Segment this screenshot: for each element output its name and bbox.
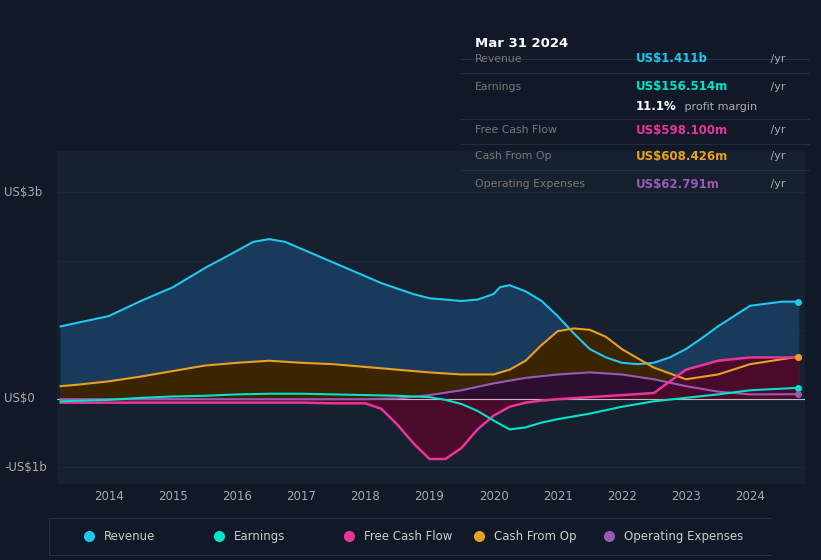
Text: US$0: US$0 [4, 392, 34, 405]
Text: Earnings: Earnings [234, 530, 286, 543]
Text: /yr: /yr [767, 82, 785, 92]
Text: Free Cash Flow: Free Cash Flow [475, 125, 557, 136]
Text: US$598.100m: US$598.100m [636, 124, 728, 137]
Text: US$62.791m: US$62.791m [636, 178, 720, 190]
Text: US$608.426m: US$608.426m [636, 150, 728, 163]
Text: Cash From Op: Cash From Op [475, 151, 552, 161]
Text: Earnings: Earnings [475, 82, 522, 92]
Text: Operating Expenses: Operating Expenses [475, 179, 585, 189]
Text: Mar 31 2024: Mar 31 2024 [475, 36, 569, 49]
Text: /yr: /yr [767, 151, 785, 161]
Text: Revenue: Revenue [475, 54, 523, 64]
Text: Free Cash Flow: Free Cash Flow [365, 530, 452, 543]
Text: US$3b: US$3b [4, 186, 43, 199]
Text: /yr: /yr [767, 125, 785, 136]
Text: profit margin: profit margin [681, 101, 757, 111]
Text: /yr: /yr [767, 179, 785, 189]
Text: Operating Expenses: Operating Expenses [624, 530, 744, 543]
Text: Cash From Op: Cash From Op [494, 530, 577, 543]
Text: -US$1b: -US$1b [4, 461, 47, 474]
Text: /yr: /yr [767, 54, 785, 64]
Bar [49, 518, 772, 555]
Text: US$1.411b: US$1.411b [636, 53, 708, 66]
Text: Revenue: Revenue [104, 530, 155, 543]
Text: 11.1%: 11.1% [636, 100, 677, 113]
Text: US$156.514m: US$156.514m [636, 80, 728, 94]
